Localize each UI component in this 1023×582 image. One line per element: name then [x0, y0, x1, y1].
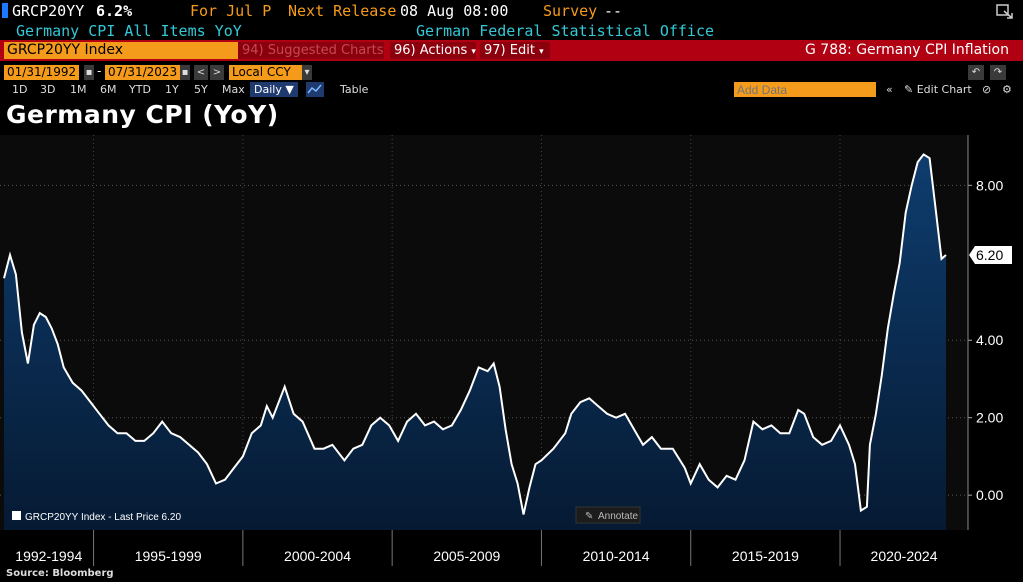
range-1m[interactable]: 1M [70, 83, 87, 96]
suggested-charts-button[interactable]: 94) Suggested Charts [238, 42, 384, 59]
end-calendar-icon[interactable]: ▪ [180, 65, 190, 80]
chart-area[interactable]: 8.00 4.00 2.00 0.00 6.20 GRCP20YY Index - L… [0, 130, 1023, 568]
legend-label: GRCP20YY Index - Last Price 6.20 [25, 512, 181, 523]
annotate-label: Annotate [598, 511, 638, 522]
annotate-pen-icon: ✎ [585, 511, 593, 522]
range-5y[interactable]: 5Y [194, 83, 208, 96]
start-date-field[interactable]: 01/31/1992 [4, 65, 80, 80]
legend: GRCP20YY Index - Last Price 6.20 [12, 511, 181, 523]
last-price-marker: 6.20 [969, 246, 1012, 265]
annotate-button[interactable]: ✎ Annotate [575, 506, 641, 524]
period-label: For Jul P [190, 2, 272, 20]
x-period-label: 2020-2024 [871, 548, 938, 564]
table-button[interactable]: Table [340, 83, 369, 96]
survey-value: -- [604, 2, 623, 20]
security-marker [2, 3, 8, 18]
legend-swatch [12, 511, 21, 520]
quote-header: GRCP20YY 6.2% For Jul P Next Release 08 … [0, 0, 1023, 22]
add-data-input[interactable] [734, 82, 876, 97]
range-ytd[interactable]: YTD [129, 83, 151, 96]
security-description-row: Germany CPI All Items YoY German Federal… [0, 21, 1023, 40]
y-axis: 8.00 4.00 2.00 0.00 [967, 135, 1003, 530]
x-period-label: 2015-2019 [732, 548, 799, 564]
start-calendar-icon[interactable]: ▪ [84, 65, 94, 80]
line-chart-icon[interactable] [306, 82, 324, 101]
currency-caret-icon[interactable]: ▾ [302, 65, 312, 80]
x-axis: 1992-1994 1995-1999 2000-2004 2005-2009 2010… [15, 530, 938, 566]
range-max[interactable]: Max [222, 83, 245, 96]
chart-id: G 788: Germany CPI Inflation [805, 42, 1009, 58]
index-field[interactable]: GRCP20YY Index [4, 42, 239, 59]
range-1d[interactable]: 1D [12, 83, 28, 96]
x-period-label: 2010-2014 [583, 548, 650, 564]
edit-chart-button[interactable]: ✎ Edit Chart [904, 82, 972, 97]
ticker-label: GRCP20YY [12, 2, 85, 20]
survey-label: Survey [543, 2, 598, 20]
next-release-label: Next Release [288, 2, 397, 20]
end-date-field[interactable]: 07/31/2023 [105, 65, 181, 80]
series-line [3, 153, 947, 515]
collapse-icon[interactable]: « [886, 83, 893, 96]
edit-button[interactable]: 97) Edit ▾ [480, 42, 550, 59]
y-tick-label: 0.00 [976, 487, 1003, 503]
command-toolbar: GRCP20YY Index 94) Suggested Charts 96) … [0, 40, 1023, 61]
y-tick-label: 8.00 [976, 177, 1003, 193]
currency-select[interactable]: Local CCY [229, 65, 303, 80]
edit-chart-label: Edit Chart [916, 83, 972, 96]
x-period-label: 1992-1994 [15, 548, 82, 564]
source-note: Source: Bloomberg [6, 568, 114, 579]
frequency-select[interactable]: Daily ▼ [250, 82, 298, 97]
annotate-tool-icon[interactable]: ⊘ [982, 83, 992, 96]
range-6m[interactable]: 6M [100, 83, 117, 96]
x-period-label: 2005-2009 [433, 548, 500, 564]
edit-caret-icon: ▾ [539, 47, 544, 57]
actions-caret-icon: ▾ [471, 47, 476, 57]
redo-icon[interactable]: ↷ [990, 65, 1006, 80]
series-area [4, 154, 946, 530]
range-row: 1D 3D 1M 6M YTD 1Y 5Y Max Daily ▼ Table … [0, 81, 1023, 98]
y-tick-label: 4.00 [976, 332, 1003, 348]
date-range-row: 01/31/1992 ▪ - 07/31/2023 ▪ < > Local CC… [0, 64, 1023, 81]
next-release-date: 08 Aug 08:00 [400, 2, 509, 20]
undo-icon[interactable]: ↶ [968, 65, 984, 80]
gear-icon[interactable]: ⚙ [1002, 83, 1012, 96]
y-tick-label: 2.00 [976, 410, 1003, 426]
range-3d[interactable]: 3D [40, 83, 56, 96]
date-separator: - [97, 64, 102, 78]
last-value: 6.2% [96, 2, 133, 20]
security-name: Germany CPI All Items YoY [16, 22, 242, 40]
popout-icon[interactable] [995, 2, 1015, 24]
chart-title: Germany CPI (YoY) [6, 100, 279, 129]
edit-label: 97) Edit [484, 43, 535, 58]
range-1y[interactable]: 1Y [165, 83, 179, 96]
next-period-icon[interactable]: > [210, 65, 224, 80]
prev-period-icon[interactable]: < [194, 65, 208, 80]
last-price-label: 6.20 [976, 247, 1003, 263]
x-period-label: 2000-2004 [284, 548, 351, 564]
pencil-icon: ✎ [904, 83, 914, 96]
actions-label: 96) Actions [394, 43, 468, 58]
actions-button[interactable]: 96) Actions ▾ [390, 42, 476, 59]
x-period-label: 1995-1999 [135, 548, 202, 564]
source-name: German Federal Statistical Office [416, 22, 715, 40]
